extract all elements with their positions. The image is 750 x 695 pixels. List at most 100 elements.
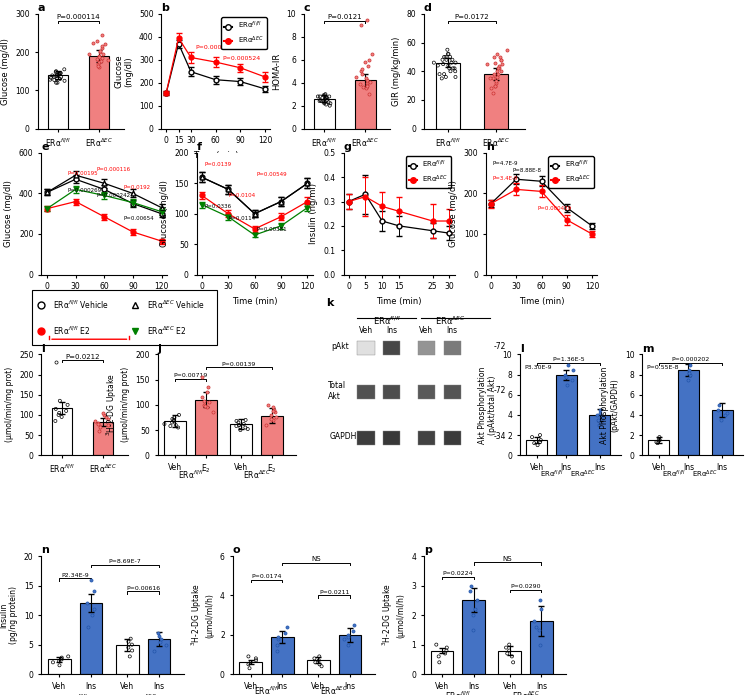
Point [490, 49, 502, 60]
Point [494, 63, 506, 74]
Point [683, 364, 695, 375]
Point [362, 60, 374, 71]
Point [359, 56, 371, 67]
Point [361, 81, 373, 92]
Point [360, 83, 372, 94]
Point [50, 67, 62, 78]
Point [534, 639, 546, 651]
Point [566, 374, 578, 385]
Point [528, 616, 540, 627]
Point [526, 432, 538, 443]
FancyBboxPatch shape [32, 291, 218, 345]
Point [366, 49, 378, 60]
Point [319, 93, 331, 104]
Point [319, 90, 331, 101]
Point [44, 74, 56, 85]
Point [485, 83, 497, 94]
Bar [88, 56, 110, 129]
Point [93, 56, 105, 67]
Point [53, 69, 65, 80]
Point [467, 624, 479, 635]
Legend: ERα$^{fl/fl}$, ERα$^{ΔEC}$: ERα$^{fl/fl}$, ERα$^{ΔEC}$ [406, 156, 451, 188]
Point [323, 91, 335, 102]
Bar [556, 375, 577, 455]
Bar [195, 400, 217, 455]
Point [484, 73, 496, 84]
Y-axis label: GIR (mg/kg/min): GIR (mg/kg/min) [392, 37, 400, 106]
Point [427, 57, 439, 68]
Point [94, 45, 106, 56]
Point [446, 54, 458, 65]
Text: NS: NS [311, 556, 321, 562]
Point [202, 382, 214, 393]
Point [719, 409, 731, 420]
Point [56, 654, 68, 665]
Point [101, 54, 113, 65]
Point [169, 412, 181, 423]
Point [96, 43, 108, 54]
Point [355, 65, 367, 76]
Point [441, 44, 453, 56]
Text: n: n [41, 545, 50, 555]
Point [173, 409, 185, 420]
Point [51, 74, 63, 85]
Point [166, 417, 178, 428]
Point [436, 54, 448, 65]
Text: P=0.0192: P=0.0192 [123, 186, 151, 190]
Point [266, 414, 278, 425]
Point [122, 636, 134, 647]
Point [88, 586, 100, 597]
Point [50, 403, 62, 414]
Point [360, 72, 372, 83]
X-axis label: Time (min): Time (min) [193, 151, 238, 160]
Point [50, 77, 62, 88]
Point [320, 92, 332, 103]
Point [96, 41, 108, 52]
Y-axis label: Akt Phosphorylation
(pAkt/total Akt): Akt Phosphorylation (pAkt/total Akt) [478, 366, 497, 443]
Bar [48, 75, 68, 129]
Point [88, 603, 100, 615]
Y-axis label: $^3$H-2-DG Uptake
(μmol/min/mg prot): $^3$H-2-DG Uptake (μmol/min/mg prot) [0, 367, 13, 443]
Point [62, 399, 74, 410]
Text: P=0.00719: P=0.00719 [173, 373, 208, 378]
Point [432, 60, 444, 71]
Text: ERα$^{fl/fl}$: ERα$^{fl/fl}$ [445, 689, 470, 695]
Point [51, 70, 63, 81]
Text: ERα$^{ΔEC}$: ERα$^{ΔEC}$ [320, 685, 348, 695]
Point [449, 72, 461, 83]
Point [83, 49, 95, 60]
Point [652, 434, 664, 445]
Point [535, 434, 547, 445]
Point [85, 574, 97, 585]
Point [102, 419, 114, 430]
Text: d: d [424, 3, 431, 13]
Text: -34: -34 [494, 432, 506, 441]
FancyBboxPatch shape [357, 385, 374, 399]
Point [652, 438, 664, 449]
Point [315, 95, 327, 106]
Point [341, 629, 353, 640]
Point [92, 60, 104, 71]
Y-axis label: Insulin (ng/ml): Insulin (ng/ml) [309, 183, 318, 244]
Bar [148, 639, 170, 674]
Point [338, 633, 350, 644]
Point [325, 98, 337, 109]
Point [97, 407, 109, 418]
Point [342, 631, 354, 642]
Point [507, 657, 519, 668]
Point [324, 100, 336, 111]
Point [47, 657, 59, 668]
Text: ERα$^{fl/fl}$: ERα$^{fl/fl}$ [62, 692, 88, 695]
Bar [526, 440, 548, 455]
Bar [499, 651, 521, 674]
Point [92, 58, 104, 69]
Point [267, 402, 279, 413]
Point [715, 414, 727, 425]
Point [314, 95, 326, 106]
Text: ERα$^{fl/fl}$: ERα$^{fl/fl}$ [373, 314, 400, 327]
Text: P=0.00616: P=0.00616 [126, 586, 160, 591]
Point [442, 60, 454, 71]
Text: Veh: Veh [358, 327, 373, 336]
Point [250, 653, 262, 664]
Point [320, 93, 332, 104]
